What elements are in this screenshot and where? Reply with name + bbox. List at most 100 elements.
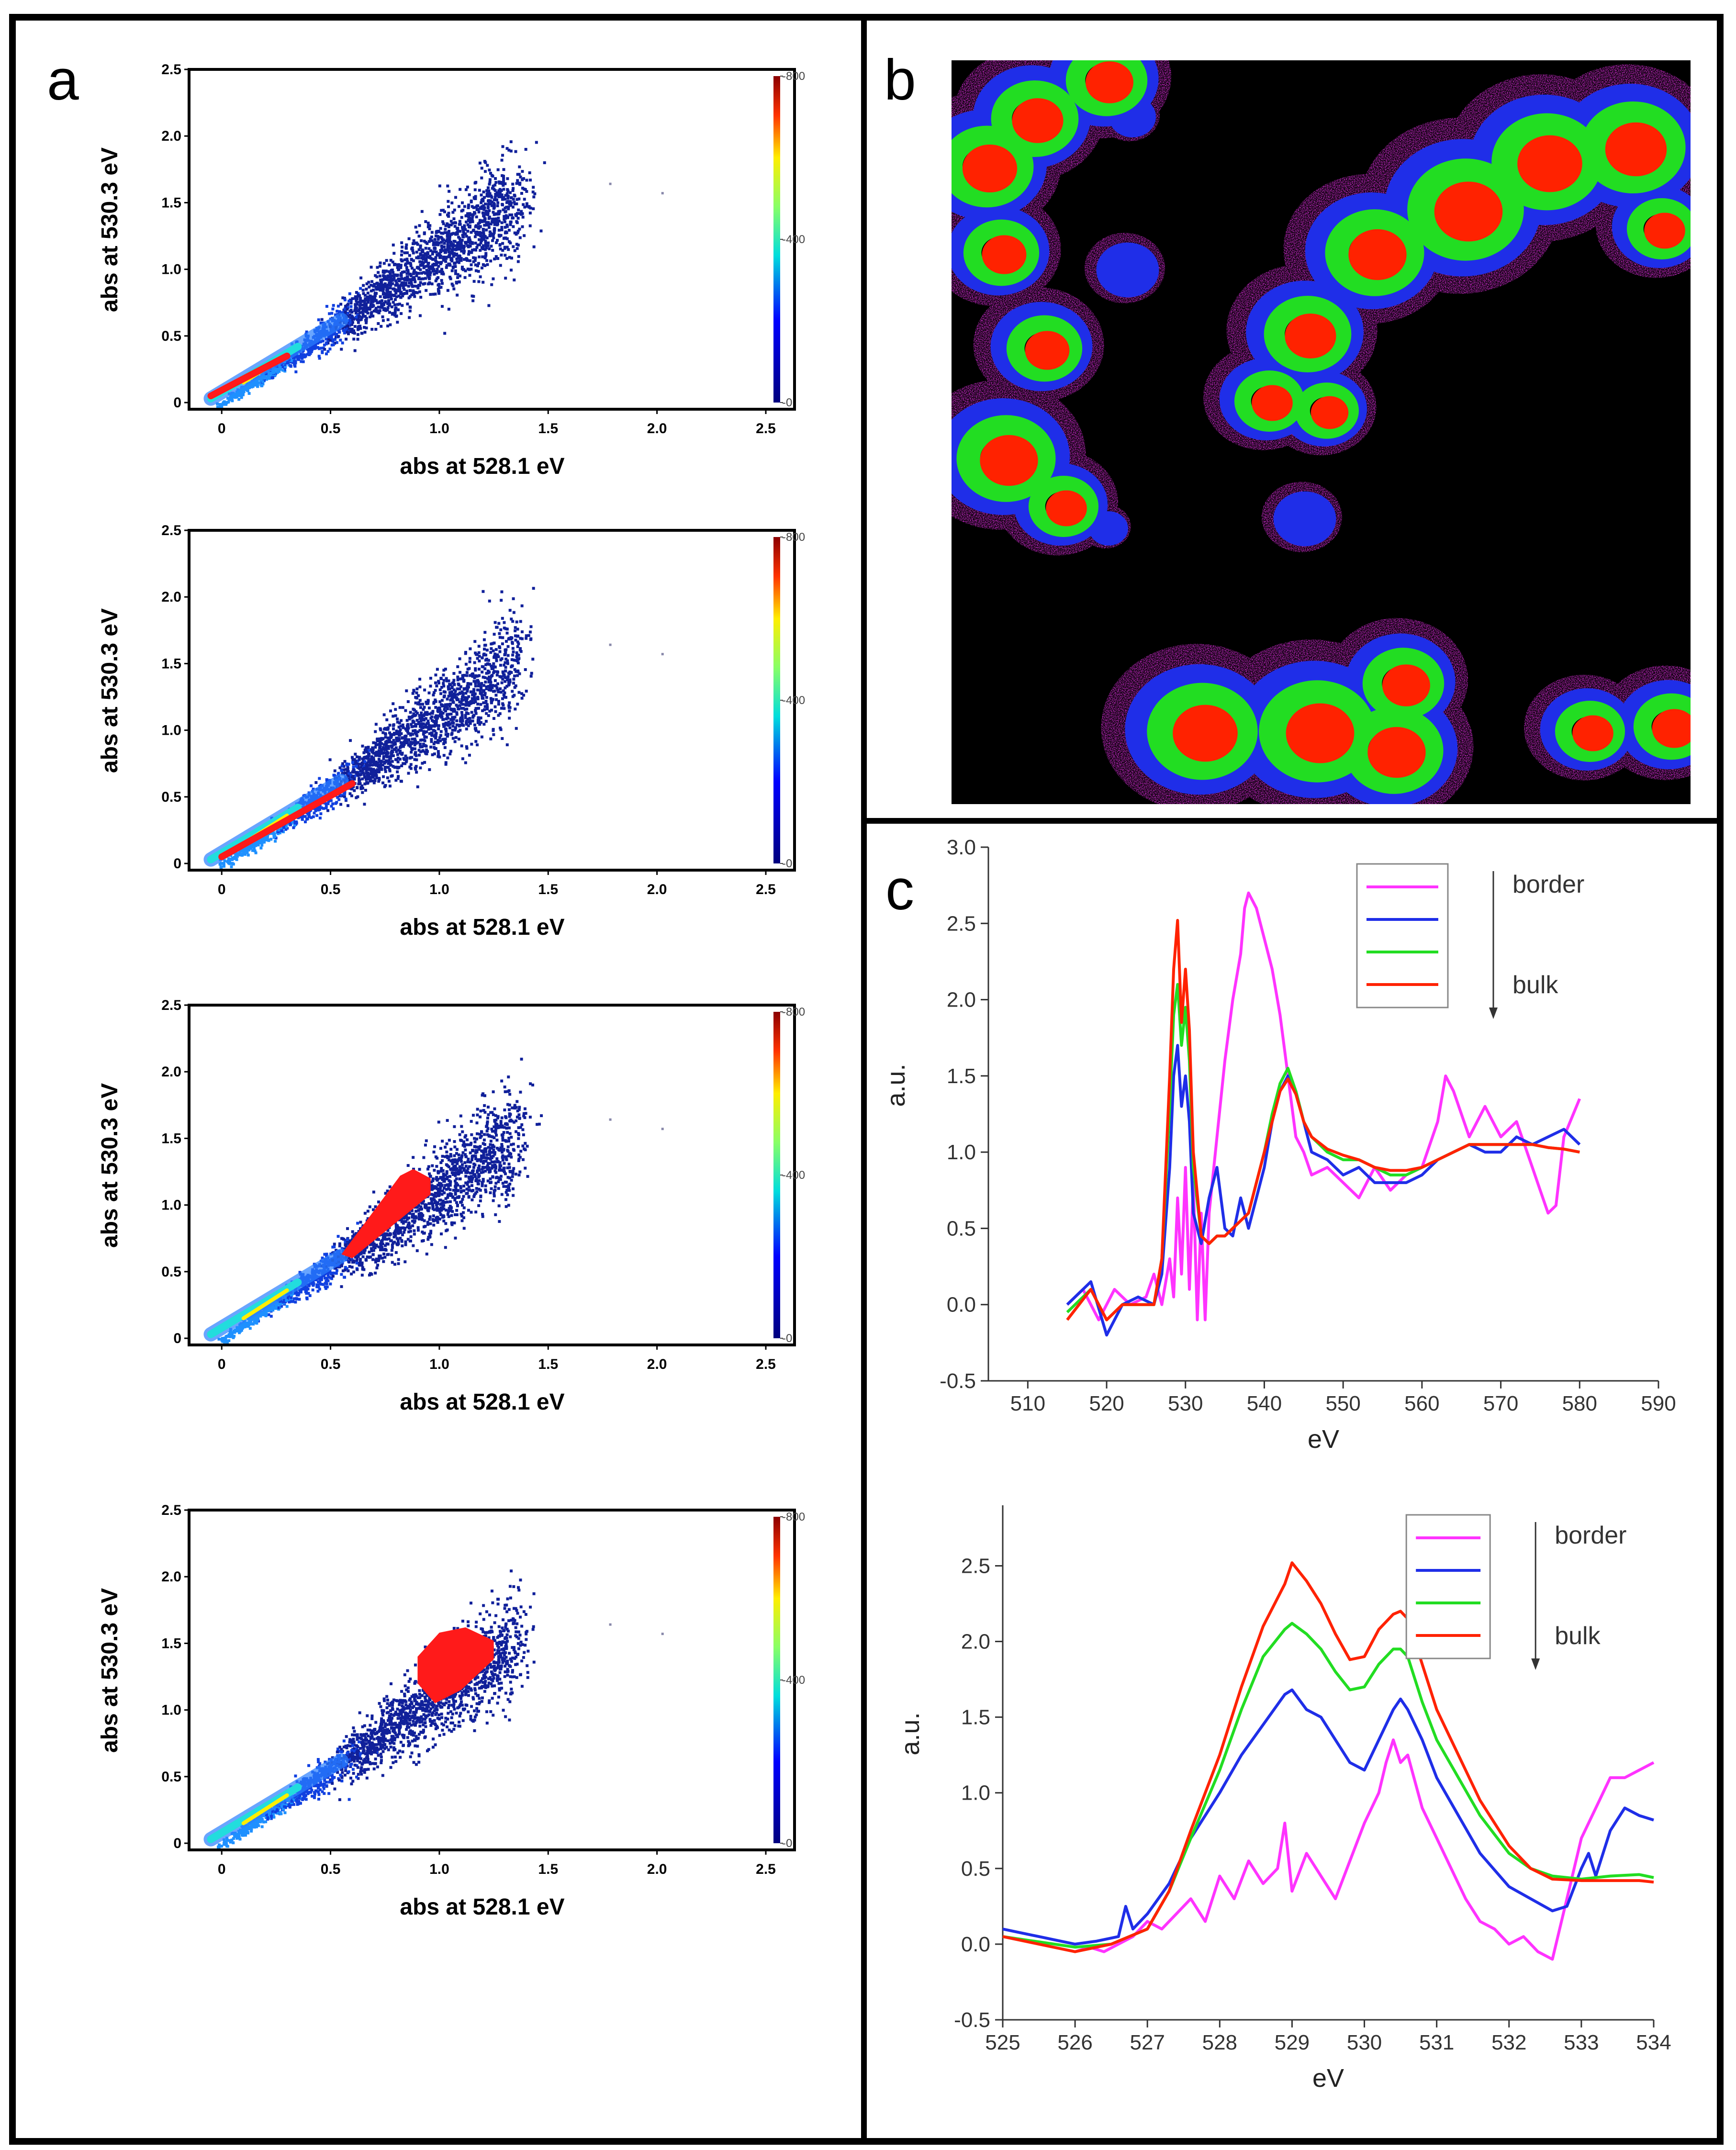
y-tick-label: 0	[173, 856, 181, 872]
y-tick-label: 2.5	[161, 62, 181, 78]
x-tick-label: 1.0	[429, 882, 449, 897]
colorbar-tick-label: -800	[782, 531, 805, 544]
y-tick-label: 2.0	[961, 1630, 990, 1654]
x-axis-label: eV	[1312, 2064, 1344, 2093]
series-line-4	[1066, 918, 1580, 1321]
colorbar-tick-label: -800	[782, 1511, 805, 1523]
x-tick-label: 580	[1562, 1392, 1597, 1415]
map-blob	[1572, 715, 1613, 751]
legend-label-top: border	[1512, 871, 1584, 898]
phase-map-image	[952, 60, 1691, 804]
colorbar	[773, 76, 780, 403]
x-tick-label: 526	[1057, 2031, 1092, 2054]
y-tick-label: 0.5	[161, 1769, 181, 1785]
x-axis-label: abs at 528.1 eV	[400, 1894, 564, 1920]
x-tick-label: 2.0	[647, 1861, 667, 1877]
y-tick-label: -0.5	[940, 1369, 976, 1393]
colorbar-tick-label: -400	[782, 694, 805, 707]
map-blob	[982, 235, 1027, 274]
y-tick-label: 1.5	[161, 1635, 181, 1651]
x-tick-label: 550	[1325, 1392, 1360, 1415]
map-blob	[1046, 490, 1087, 526]
x-axis-label: abs at 528.1 eV	[400, 915, 564, 940]
x-tick-label: 530	[1168, 1392, 1203, 1415]
x-tick-label: 0.5	[321, 421, 341, 437]
map-blob	[1517, 135, 1582, 192]
colorbar	[773, 1012, 780, 1338]
y-tick-label: 0.5	[161, 789, 181, 805]
y-tick-label: 1.5	[161, 195, 181, 211]
x-tick-label: 527	[1130, 2031, 1165, 2054]
y-tick-label: 2.5	[947, 912, 976, 935]
outlier-point	[609, 643, 612, 646]
colorbar	[773, 1517, 780, 1843]
y-tick-label: 0.5	[161, 1264, 181, 1280]
colorbar-tick-label: -0	[782, 396, 792, 409]
legend-label-top: border	[1555, 1522, 1626, 1549]
plot-frame	[188, 1004, 796, 1346]
x-tick-label: 0	[218, 882, 226, 897]
map-blob	[1348, 229, 1407, 280]
x-tick-label: 590	[1641, 1392, 1676, 1415]
x-tick-label: 525	[985, 2031, 1020, 2054]
y-axis-label: abs at 530.3 eV	[97, 608, 123, 773]
colorbar-tick-label: -800	[782, 1006, 805, 1019]
colorbar-tick-label: -0	[782, 857, 792, 870]
x-tick-label: 533	[1564, 2031, 1599, 2054]
x-tick-label: 510	[1010, 1392, 1045, 1415]
map-blob	[1382, 664, 1430, 706]
colorbar-tick-label: -0	[782, 1837, 792, 1850]
x-tick-label: 560	[1404, 1392, 1439, 1415]
map-region-bulk	[962, 61, 1691, 778]
map-blob	[980, 435, 1038, 486]
map-blob	[1273, 491, 1336, 547]
scatter-plot-2: -0 -400 -800 0 0.5 1.0 1.5 2.0 2.5 0 0.5 1.0 1.5 2.0 2…	[97, 523, 805, 940]
scatter-density-plots: -0 -400 -800 0 0.5 1.0 1.5 2.0 2.5 0 0.5 1.0 1.5 2.0 2…	[97, 62, 805, 1920]
plot-frame	[188, 1509, 796, 1851]
x-tick-label: 1.0	[429, 421, 449, 437]
x-tick-label: 2.0	[647, 1356, 667, 1372]
y-tick-label: 3.0	[947, 836, 976, 859]
x-tick-label: 531	[1419, 2031, 1454, 2054]
y-tick-label: 0.0	[947, 1293, 976, 1317]
y-tick-label: 2.0	[161, 128, 181, 144]
y-tick-label: 0	[173, 1836, 181, 1851]
legend-arrow-head	[1489, 1008, 1498, 1019]
x-tick-label: 1.5	[538, 1356, 558, 1372]
x-tick-label: 2.0	[647, 882, 667, 897]
y-tick-label: 1.0	[947, 1141, 976, 1164]
y-tick-label: 1.0	[961, 1781, 990, 1805]
scatter-plot-1: -0 -400 -800 0 0.5 1.0 1.5 2.0 2.5 0 0.5 1.0 1.5 2.0 2…	[97, 62, 805, 479]
x-tick-label: 520	[1089, 1392, 1124, 1415]
selection-region	[341, 1169, 431, 1259]
y-tick-label: 2.5	[161, 997, 181, 1013]
x-tick-label: 1.5	[538, 421, 558, 437]
colorbar-tick-label: -400	[782, 1169, 805, 1182]
selection-region	[218, 780, 356, 861]
map-blob	[1644, 213, 1685, 249]
panel-frames	[9, 14, 1724, 2145]
series-line-1	[1066, 891, 1581, 1321]
x-tick-label: 0.5	[321, 1861, 341, 1877]
outlier-point	[609, 1118, 612, 1121]
x-tick-label: 0	[218, 421, 226, 437]
scatter-plot-3: -0 -400 -800 0 0.5 1.0 1.5 2.0 2.5 0 0.5 1.0 1.5 2.0 2…	[97, 997, 805, 1415]
panel-letter-c: c	[885, 858, 914, 922]
y-tick-label: 1.0	[161, 1198, 181, 1213]
x-tick-label: 529	[1275, 2031, 1310, 2054]
y-tick-label: -0.5	[954, 2008, 990, 2032]
x-tick-label: 1.0	[429, 1861, 449, 1877]
plot-frame	[188, 529, 796, 872]
x-tick-label: 1.0	[429, 1356, 449, 1372]
x-tick-label: 2.5	[756, 421, 776, 437]
spectra-plot-1: 510 520 530 540 550 560 570 580 590 -0.5 0.0 0.5 1.0…	[882, 836, 1676, 1454]
y-tick-label: 1.0	[161, 262, 181, 278]
spectra-plot-2: 525 526 527 528 529 530 531 532 533 534 -0.5 0.0 0.5…	[896, 1505, 1671, 2093]
x-tick-label: 532	[1491, 2031, 1526, 2054]
y-axis-label: abs at 530.3 eV	[97, 147, 123, 312]
map-blob	[1285, 314, 1336, 358]
outlier-point	[609, 1623, 612, 1626]
map-blob	[1012, 98, 1064, 143]
x-tick-label: 2.0	[647, 421, 667, 437]
